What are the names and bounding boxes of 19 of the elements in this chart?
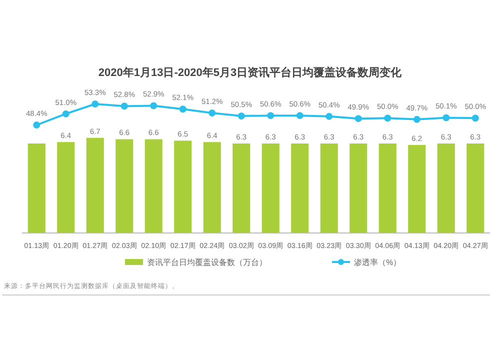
- legend-label: 资讯平台日均覆盖设备数（万台）: [147, 258, 267, 267]
- point: [33, 122, 40, 128]
- point: [296, 112, 304, 120]
- point: [442, 114, 450, 122]
- point: [384, 114, 392, 122]
- point: [62, 110, 70, 118]
- point: [92, 100, 99, 108]
- point: [179, 106, 186, 113]
- chart-title: 2020年1月13日-2020年5月3日资讯平台日均覆盖设备数周变化: [98, 66, 403, 79]
- point: [413, 116, 420, 123]
- point: [120, 102, 128, 110]
- point: [267, 112, 274, 120]
- point: [238, 112, 245, 120]
- point: [354, 115, 362, 122]
- point: [208, 110, 216, 116]
- point: [326, 112, 333, 120]
- point: [472, 114, 479, 122]
- point: [150, 102, 158, 110]
- legend-label: 渗透率（%）: [354, 258, 402, 267]
